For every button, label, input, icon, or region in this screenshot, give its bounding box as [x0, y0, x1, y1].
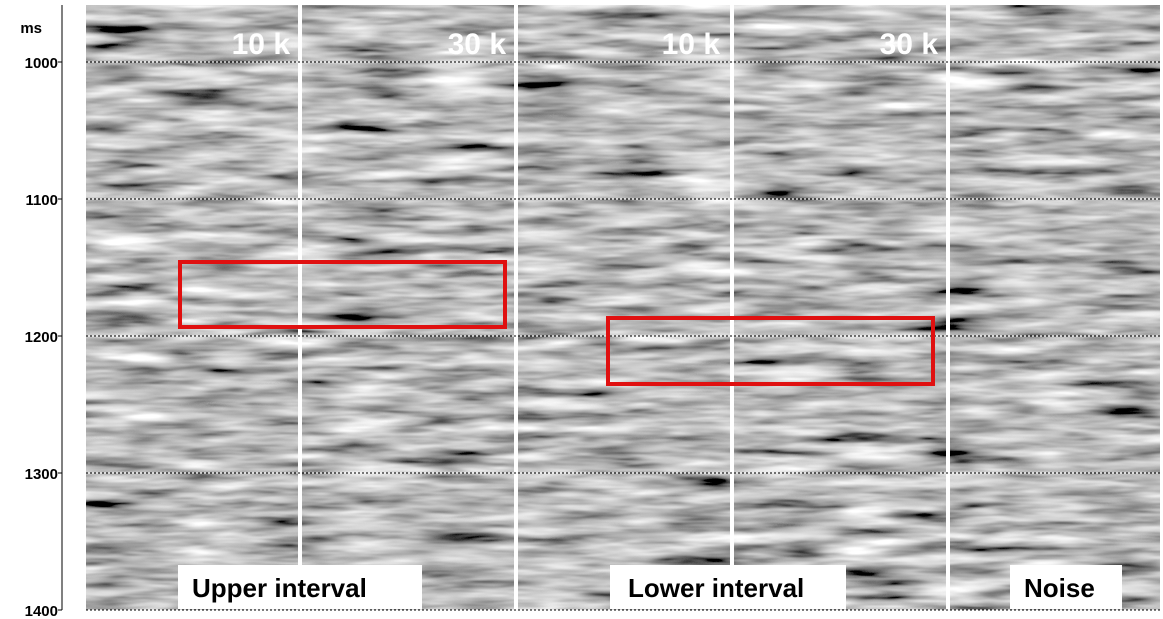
axis-unit: ms	[20, 20, 42, 37]
tick-label: 1000	[25, 55, 58, 72]
panel	[950, 5, 1160, 610]
tick-label: 1300	[25, 466, 58, 483]
panel-label: 30 k	[880, 28, 939, 61]
tick-label: 1400	[25, 603, 58, 619]
highlight-box	[178, 260, 507, 329]
panel	[302, 5, 514, 610]
panel-label: 10 k	[232, 28, 291, 61]
panel-label: 30 k	[448, 28, 507, 61]
label-box	[610, 565, 846, 609]
highlight-box	[606, 316, 935, 386]
ticks: 1000 1100 1200 1300 1400	[25, 55, 1160, 619]
interval-label: Noise	[1024, 573, 1095, 603]
panel	[518, 5, 730, 610]
tick-label: 1200	[25, 329, 58, 346]
label-box	[1010, 565, 1122, 609]
seismic-panels	[86, 5, 1160, 610]
panel	[86, 5, 298, 610]
panel	[734, 5, 946, 610]
tick-label: 1100	[25, 192, 58, 209]
panel-label: 10 k	[662, 28, 721, 61]
label-box	[178, 565, 422, 609]
interval-label: Lower interval	[628, 573, 804, 603]
interval-label: Upper interval	[192, 573, 367, 603]
